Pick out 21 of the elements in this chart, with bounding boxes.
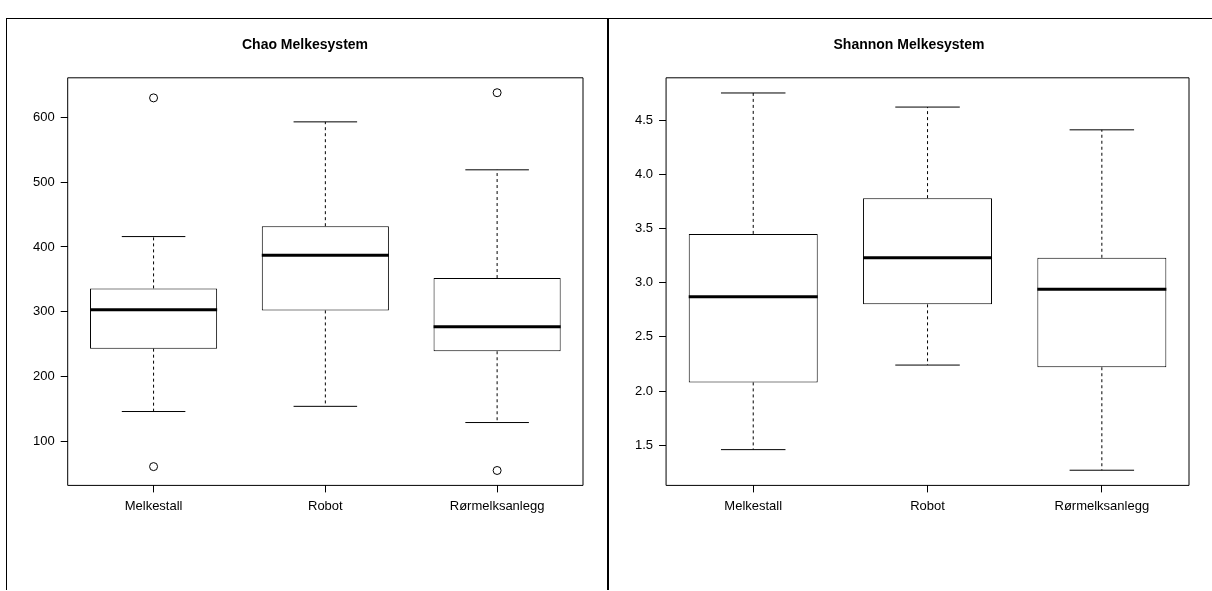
y-tick-label: 3.5 <box>634 220 654 236</box>
y-tick-label: 100 <box>32 432 55 448</box>
y-tick-label: 600 <box>32 108 55 124</box>
x-tick-label: Melkestall <box>124 497 183 513</box>
y-tick-label: 4.5 <box>634 111 654 127</box>
y-tick-label: 2.0 <box>634 382 654 398</box>
x-tick-label: Robot <box>307 497 344 513</box>
chart-title: Chao Melkesystem <box>241 36 369 53</box>
y-tick-label: 300 <box>32 303 55 319</box>
y-tick-label: 200 <box>32 368 55 384</box>
chart-title: Shannon Melkesystem <box>833 36 985 53</box>
y-tick-label: 1.5 <box>634 436 654 452</box>
y-tick-label: 400 <box>32 238 55 254</box>
x-tick-label: Rørmelksanlegg <box>449 497 545 513</box>
x-tick-label: Melkestall <box>724 497 783 513</box>
y-tick-label: 4.0 <box>634 165 654 181</box>
x-tick-label: Robot <box>910 497 946 513</box>
y-tick-label: 2.5 <box>634 328 654 344</box>
y-tick-label: 500 <box>32 173 55 189</box>
x-tick-label: Rørmelksanlegg <box>1054 497 1150 513</box>
y-tick-label: 3.0 <box>634 274 654 290</box>
